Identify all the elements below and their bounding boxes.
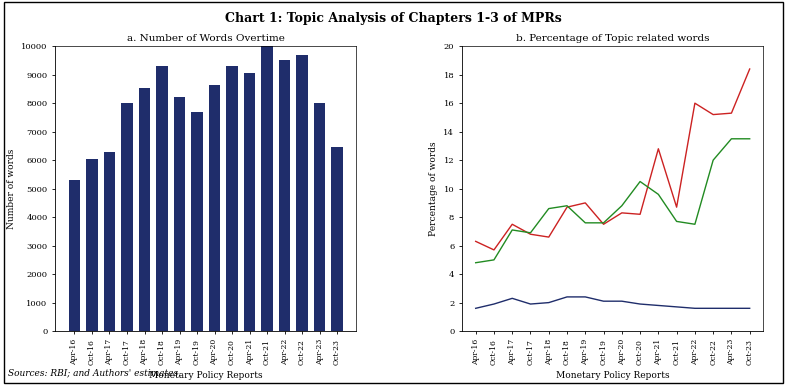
Bar xyxy=(314,103,325,331)
Bar xyxy=(227,66,238,331)
Uncertainty xyxy=(562,295,571,299)
Line: Growth: Growth xyxy=(475,139,750,263)
Uncertainty xyxy=(654,303,663,308)
Growth xyxy=(654,192,663,197)
Inflation xyxy=(635,212,645,217)
Uncertainty xyxy=(581,295,590,299)
Bar xyxy=(139,87,150,331)
Growth xyxy=(708,158,718,162)
Uncertainty xyxy=(690,306,700,311)
Uncertainty xyxy=(745,306,755,311)
Growth xyxy=(471,260,480,265)
Line: Inflation: Inflation xyxy=(475,69,750,250)
Uncertainty xyxy=(726,306,736,311)
Uncertainty xyxy=(471,306,480,311)
Growth xyxy=(508,228,517,232)
Growth xyxy=(544,206,553,211)
Growth xyxy=(635,179,645,184)
Bar xyxy=(209,85,220,331)
Bar xyxy=(331,147,343,331)
Inflation xyxy=(581,201,590,205)
Growth xyxy=(490,258,499,262)
Inflation xyxy=(726,111,736,116)
Growth xyxy=(745,137,755,141)
Inflation xyxy=(599,222,608,226)
Inflation xyxy=(654,146,663,151)
Inflation xyxy=(708,112,718,117)
Growth xyxy=(690,222,700,226)
Uncertainty xyxy=(672,305,682,309)
Growth xyxy=(526,231,535,235)
Bar xyxy=(68,180,80,331)
Inflation xyxy=(745,67,755,71)
Inflation xyxy=(508,222,517,226)
Inflation xyxy=(562,205,571,209)
Growth xyxy=(617,203,626,208)
Uncertainty xyxy=(708,306,718,311)
Growth xyxy=(599,221,608,225)
Bar xyxy=(104,152,115,331)
Uncertainty xyxy=(526,302,535,306)
Growth xyxy=(581,221,590,225)
Uncertainty xyxy=(635,302,645,306)
Inflation xyxy=(544,235,553,239)
Title: a. Number of Words Overtime: a. Number of Words Overtime xyxy=(127,33,285,43)
Growth xyxy=(672,219,682,224)
Inflation xyxy=(471,239,480,244)
Text: Chart 1: Topic Analysis of Chapters 1-3 of MPRs: Chart 1: Topic Analysis of Chapters 1-3 … xyxy=(225,12,562,25)
Text: Sources: RBI; and Authors' estimates.: Sources: RBI; and Authors' estimates. xyxy=(8,368,181,377)
Uncertainty xyxy=(599,299,608,303)
Uncertainty xyxy=(508,296,517,301)
Bar xyxy=(191,112,203,331)
Title: b. Percentage of Topic related words: b. Percentage of Topic related words xyxy=(516,33,709,43)
Y-axis label: Number of words: Number of words xyxy=(6,149,16,229)
Y-axis label: Percentage of words: Percentage of words xyxy=(429,141,438,236)
X-axis label: Monetary Policy Reports: Monetary Policy Reports xyxy=(149,371,263,380)
Bar xyxy=(157,66,168,331)
Line: Uncertainty: Uncertainty xyxy=(475,297,750,308)
Inflation xyxy=(690,101,700,105)
Growth xyxy=(726,137,736,141)
Bar xyxy=(244,73,255,331)
Bar xyxy=(121,103,133,331)
Bar xyxy=(297,55,308,331)
Growth xyxy=(562,203,571,208)
Inflation xyxy=(526,232,535,236)
Uncertainty xyxy=(544,300,553,305)
Inflation xyxy=(672,205,682,209)
Bar xyxy=(87,159,98,331)
Inflation xyxy=(617,211,626,215)
Inflation xyxy=(490,248,499,252)
Bar xyxy=(279,60,290,331)
Bar xyxy=(261,46,273,331)
Bar xyxy=(174,97,185,331)
Uncertainty xyxy=(617,299,626,303)
X-axis label: Monetary Policy Reports: Monetary Policy Reports xyxy=(556,371,670,380)
Uncertainty xyxy=(490,302,499,306)
